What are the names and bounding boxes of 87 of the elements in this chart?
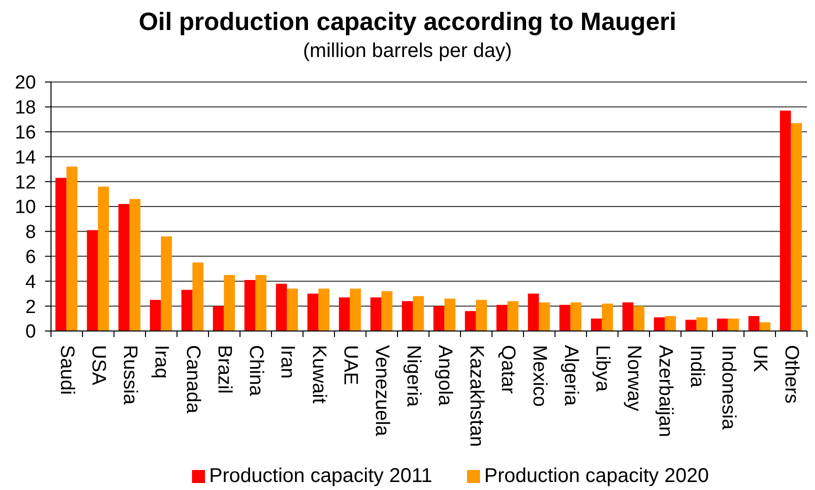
x-tick-label: UK: [748, 345, 771, 372]
x-tick-label: Nigeria: [402, 345, 424, 407]
bar: [528, 294, 539, 331]
bar: [570, 302, 582, 331]
bar: [276, 284, 287, 331]
y-tick-label: 4: [25, 272, 36, 293]
y-tick-label: 8: [25, 222, 36, 244]
x-tick-label: Kuwait: [308, 345, 330, 404]
bar: [192, 262, 204, 331]
bar: [696, 317, 708, 331]
bar: [224, 274, 235, 331]
bar: [748, 316, 760, 331]
bar: [160, 236, 172, 331]
bar: [759, 322, 770, 331]
bar: [664, 316, 676, 331]
bar: [286, 288, 298, 331]
y-tick-label: 14: [14, 147, 36, 168]
x-tick-label: Brazil: [213, 345, 236, 394]
x-tick-label: Qatar: [496, 345, 519, 394]
x-tick-label: Canada: [182, 345, 204, 414]
bar: [433, 306, 444, 331]
y-tick-label: 2: [25, 296, 36, 318]
y-tick-label: 10: [14, 197, 36, 218]
bar: [476, 300, 487, 331]
bar: [381, 291, 392, 331]
x-tick-label: Indonesia: [717, 345, 740, 430]
y-tick-label: 20: [14, 72, 36, 94]
bar: [728, 318, 739, 331]
bar: [150, 300, 161, 331]
x-tick-label: Angola: [434, 345, 456, 406]
bar: [790, 123, 802, 331]
y-tick-label: 6: [25, 247, 36, 268]
x-tick-label: Libya: [591, 345, 614, 392]
bar: [98, 186, 109, 331]
bar: [318, 288, 330, 331]
bar: [496, 304, 508, 331]
bar: [559, 304, 570, 331]
chart-subtitle: (million barrels per day): [302, 39, 513, 63]
y-tick-label: 12: [14, 172, 36, 194]
chart-title: Oil production capacity according to Maugeri: [138, 7, 678, 37]
bar: [129, 199, 140, 331]
bar: [602, 304, 613, 331]
bar: [622, 302, 634, 331]
x-tick-label: India: [686, 345, 708, 388]
y-tick-label: 16: [14, 122, 36, 144]
y-tick-label: 18: [14, 98, 36, 119]
x-tick-label: UAE: [339, 345, 362, 386]
x-tick-label: Iran: [276, 345, 298, 379]
bar: [685, 320, 696, 331]
x-tick-label: Azerbaijan: [654, 345, 676, 438]
x-tick-label: Iraq: [150, 345, 172, 379]
x-tick-label: Norway: [622, 345, 645, 412]
bar: [538, 302, 550, 331]
bar: [370, 297, 382, 331]
bar: [118, 204, 130, 331]
bar: [402, 301, 413, 331]
bar: [244, 280, 256, 331]
legend-label: Production capacity 2020: [484, 464, 709, 488]
x-tick-label: Algeria: [560, 345, 582, 406]
bar: [633, 306, 644, 331]
bar: [350, 288, 361, 331]
bar: [55, 178, 66, 331]
x-tick-label: Mexico: [528, 345, 550, 407]
bar: [716, 318, 728, 331]
bar: [590, 318, 602, 331]
x-tick-label: Venezuela: [370, 345, 393, 436]
bar: [507, 301, 518, 331]
y-tick-label: 0: [25, 322, 36, 343]
x-tick-label: USA: [87, 345, 110, 386]
bar: [444, 298, 456, 331]
bar: [212, 306, 224, 331]
bar: [255, 274, 266, 331]
x-tick-label: Kazakhstan: [465, 345, 488, 447]
x-tick-label: Others: [780, 345, 802, 404]
x-tick-label: Saudi: [56, 345, 78, 395]
bar: [412, 296, 424, 331]
bar: [181, 290, 192, 331]
bar: [464, 311, 476, 331]
bar: [86, 230, 98, 331]
bar: [780, 110, 791, 331]
x-tick-label: China: [244, 345, 267, 396]
x-tick-label: Russia: [118, 345, 141, 405]
bar: [66, 166, 78, 331]
legend-label: Production capacity 2011: [209, 464, 432, 488]
bar: [307, 294, 318, 331]
bar: [338, 297, 350, 331]
bar: [654, 317, 665, 331]
